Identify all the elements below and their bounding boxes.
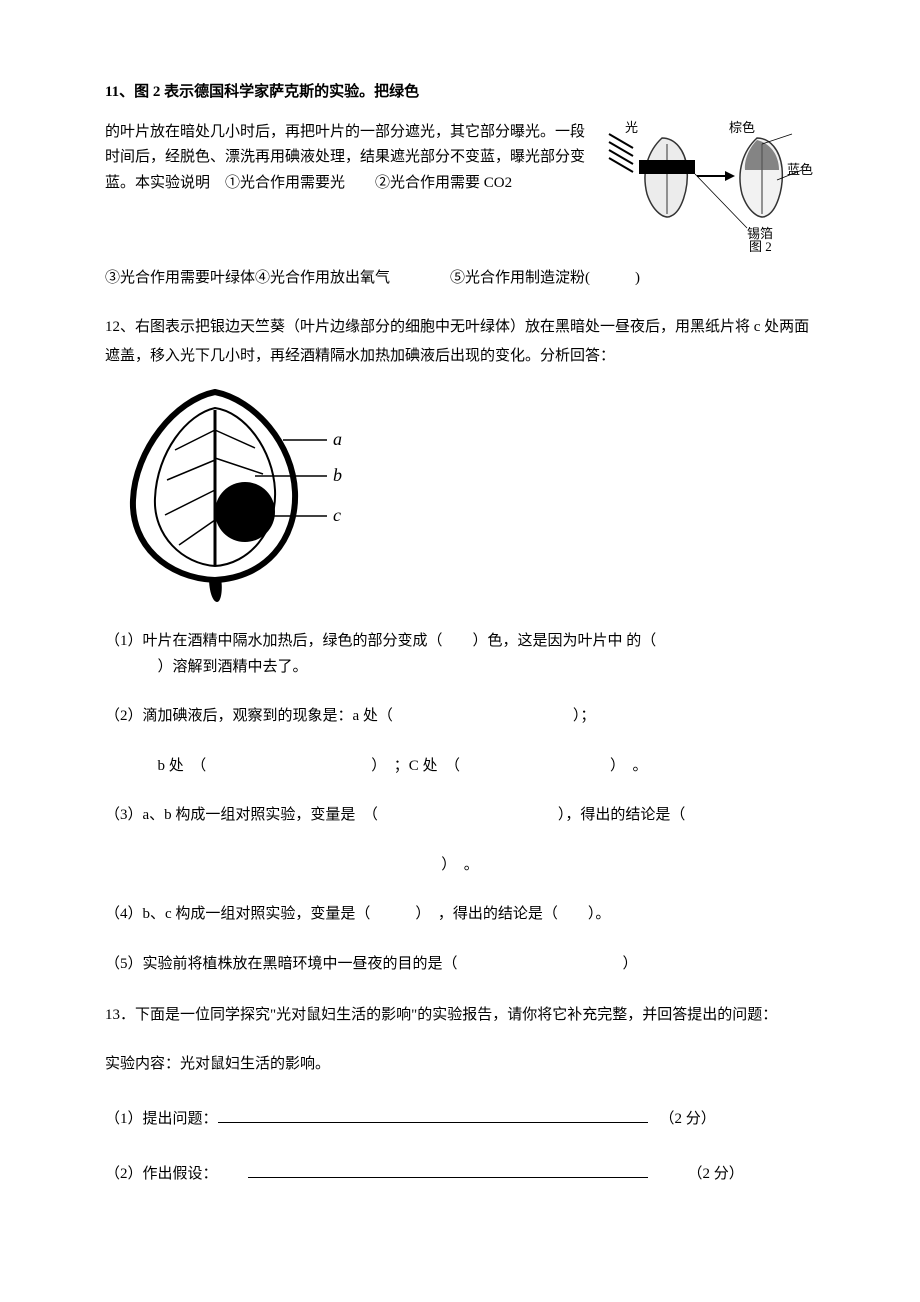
- q12-sub4: （4）b、c 构成一组对照实验，变量是（ ） ，得出的结论是（ ）。: [105, 902, 815, 928]
- figure-caption: 图 2: [749, 239, 772, 252]
- q13-sub1-label: （1）提出问题：: [105, 1107, 218, 1133]
- q13-sub2: （2）作出假设： （2 分）: [105, 1160, 815, 1187]
- diagram-label-c: c: [333, 505, 341, 525]
- q12-header: 12、右图表示把银边天竺葵（叶片边缘部分的细胞中无叶绿体）放在黑暗处一昼夜后，用…: [105, 313, 815, 370]
- q12-diagram: a b c: [105, 380, 370, 605]
- q12-sub1-line2: ）溶解到酒精中去了。: [158, 659, 308, 675]
- q13-sub2-score: （2 分）: [688, 1162, 744, 1188]
- q11-header: 11、图 2 表示德国科学家萨克斯的实验。把绿色: [105, 80, 815, 106]
- q12-sub1: （1）叶片在酒精中隔水加热后，绿色的部分变成（ ）色，这是因为叶片中 的（ ）溶…: [105, 629, 815, 680]
- q12-sub2: （2）滴加碘液后，观察到的现象是：a 处（ ）；: [105, 704, 815, 730]
- q12-sub3-close: ） 。: [105, 853, 815, 879]
- q13-sub2-blank: [248, 1160, 648, 1178]
- q13-sub2-label: （2）作出假设：: [105, 1162, 218, 1188]
- q11-body-text: 的叶片放在暗处几小时后，再把叶片的一部分遮光，其它部分曝光。一段时间后，经脱色、…: [105, 120, 597, 197]
- q11-options-line: ③光合作用需要叶绿体④光合作用放出氧气 ⑤光合作用制造淀粉( ): [105, 266, 815, 292]
- q12-sub1-line1: （1）叶片在酒精中隔水加热后，绿色的部分变成（ ）色，这是因为叶片中 的（: [105, 633, 656, 649]
- q11-row: 的叶片放在暗处几小时后，再把叶片的一部分遮光，其它部分曝光。一段时间后，经脱色、…: [105, 120, 815, 252]
- q12-sub2b: b 处 （ ） ；C 处 （ ） 。: [105, 754, 815, 780]
- figure-label-blue: 蓝色: [787, 162, 813, 177]
- diagram-label-a: a: [333, 429, 342, 449]
- figure-label-brown: 棕色: [729, 120, 755, 135]
- q11-figure: 光 棕色 蓝色 锡箔: [607, 120, 815, 252]
- q13-header: 13．下面是一位同学探究"光对鼠妇生活的影响"的实验报告，请你将它补充完整，并回…: [105, 1001, 815, 1030]
- q12-sub5: （5）实验前将植株放在黑暗环境中一昼夜的目的是（ ）: [105, 952, 815, 978]
- q13-sub1: （1）提出问题： （2 分）: [105, 1105, 815, 1132]
- figure-label-light: 光: [625, 120, 638, 135]
- q13-sub1-score: （2 分）: [660, 1107, 716, 1133]
- diagram-label-b: b: [333, 465, 342, 485]
- q13-sub1-blank: [218, 1105, 648, 1123]
- q13-content-line: 实验内容：光对鼠妇生活的影响。: [105, 1052, 815, 1078]
- q12-sub3: （3）a、b 构成一组对照实验，变量是 （ ），得出的结论是（: [105, 803, 815, 829]
